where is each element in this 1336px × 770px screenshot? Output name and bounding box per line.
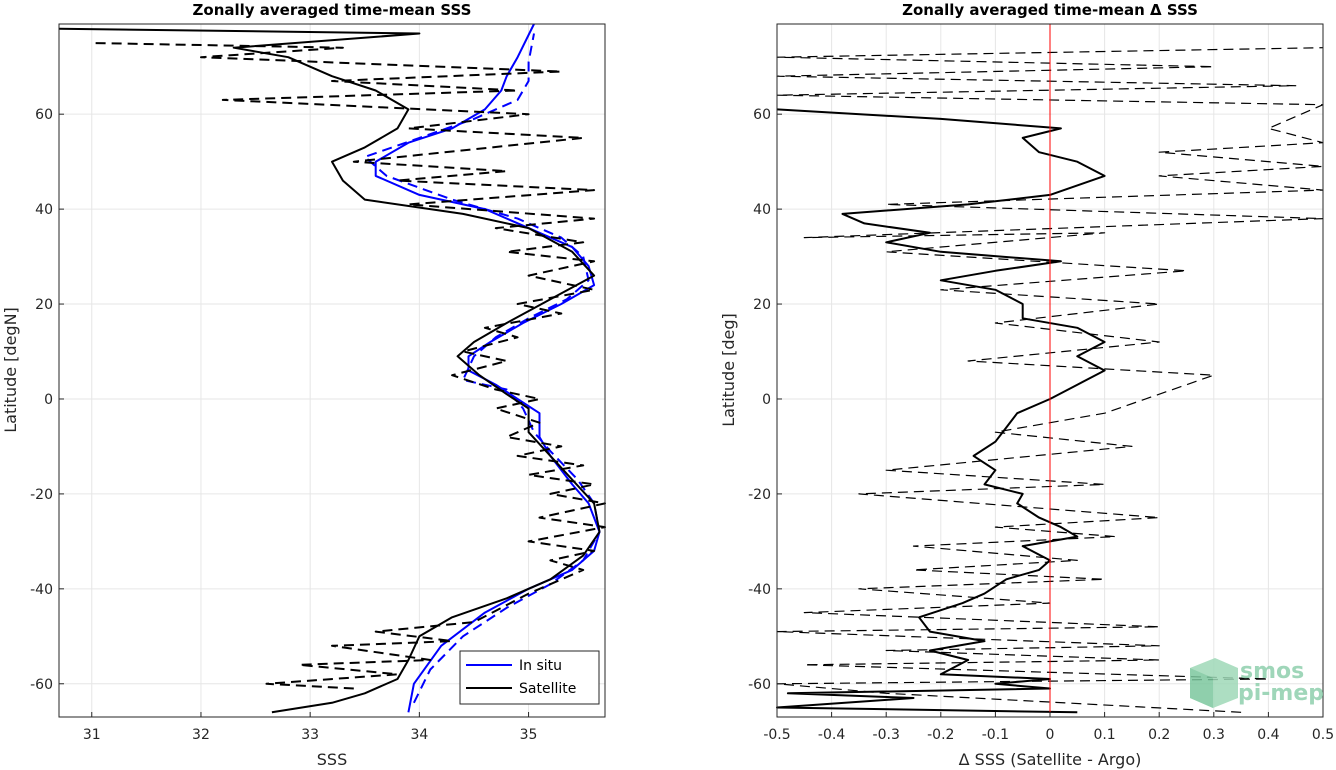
legend-satellite-label: Satellite — [519, 681, 576, 697]
left-series-group — [58, 23, 606, 714]
left-x-tick-label: 33 — [301, 727, 319, 743]
left-y-tick-label: 20 — [35, 297, 53, 313]
smos-pi-mep-logo: smos pi-mep — [1190, 658, 1324, 708]
left-series-0-solid-line — [374, 23, 601, 713]
right-x-tick-label: 0.4 — [1257, 727, 1279, 743]
right-series-1-dashed-line — [776, 47, 1324, 713]
left-y-axis-label: Latitude [degN] — [1, 307, 20, 433]
left-series-1-dashed-line — [363, 33, 601, 704]
right-y-tick-label: 60 — [753, 107, 771, 123]
right-x-tick-label: 0.2 — [1148, 727, 1170, 743]
legend-insitu-label: In situ — [519, 658, 562, 674]
left-x-tick-label: 31 — [83, 727, 101, 743]
left-y-tick-label: 0 — [44, 392, 53, 408]
right-chart-title: Zonally averaged time-mean Δ SSS — [902, 1, 1198, 19]
left-x-tick-label: 32 — [192, 727, 210, 743]
right-x-tick-label: -0.4 — [818, 727, 845, 743]
right-chart: -0.5 -0.4 -0.3 -0.2 -0.1 0 0.1 0.2 0.3 0.4 0.5 -60… — [719, 1, 1334, 769]
right-x-tick-label: 0 — [1046, 727, 1055, 743]
left-x-ticks: 31 32 33 34 35 — [83, 712, 538, 743]
left-y-tick-label: 60 — [35, 107, 53, 123]
left-x-tick-label: 34 — [410, 727, 428, 743]
right-x-tick-label: -0.5 — [763, 727, 790, 743]
right-y-axis-label: Latitude [deg] — [719, 313, 738, 427]
right-y-ticks: -60 -40 -20 0 20 40 60 — [748, 107, 782, 693]
right-x-axis-label: Δ SSS (Satellite - Argo) — [959, 750, 1142, 769]
left-x-tick-label: 35 — [520, 727, 538, 743]
right-x-tick-label: -0.3 — [873, 727, 900, 743]
logo-line2: pi-mep — [1238, 681, 1324, 706]
left-plot-background — [59, 24, 605, 717]
right-x-tick-label: 0.5 — [1312, 727, 1334, 743]
right-y-tick-label: 20 — [753, 297, 771, 313]
legend: In situ Satellite — [459, 650, 600, 705]
legend-box — [459, 650, 600, 705]
left-chart: 31 32 33 34 35 -60 -40 -20 0 20 40 60 Zonally aver… — [1, 1, 606, 769]
left-series-3-dashed-line — [91, 42, 606, 690]
left-y-tick-label: 40 — [35, 202, 53, 218]
left-grid — [59, 24, 605, 717]
right-y-tick-label: -60 — [748, 677, 771, 693]
left-chart-title: Zonally averaged time-mean SSS — [193, 1, 472, 19]
left-plot-frame — [58, 23, 606, 718]
right-x-tick-label: -0.1 — [982, 727, 1009, 743]
right-y-tick-label: 0 — [762, 392, 771, 408]
right-y-tick-label: -20 — [748, 487, 771, 503]
left-y-tick-label: -60 — [30, 677, 53, 693]
right-x-tick-label: 0.1 — [1093, 727, 1115, 743]
logo-line1: smos — [1240, 659, 1304, 684]
right-x-ticks: -0.5 -0.4 -0.3 -0.2 -0.1 0 0.1 0.2 0.3 0.4 0.5 — [763, 712, 1334, 743]
right-y-tick-label: -40 — [748, 582, 771, 598]
left-y-tick-label: -40 — [30, 582, 53, 598]
right-series-0-solid-line — [776, 108, 1106, 714]
left-x-axis-label: SSS — [317, 750, 347, 769]
right-series-group — [776, 47, 1324, 714]
left-y-ticks: -60 -40 -20 0 20 40 60 — [30, 107, 64, 693]
right-x-tick-label: 0.3 — [1203, 727, 1225, 743]
right-x-tick-label: -0.2 — [927, 727, 954, 743]
left-series-2-solid-line — [58, 27, 601, 714]
left-y-tick-label: -20 — [30, 487, 53, 503]
right-y-tick-label: 40 — [753, 202, 771, 218]
logo-cube-shade-icon — [1190, 668, 1213, 708]
